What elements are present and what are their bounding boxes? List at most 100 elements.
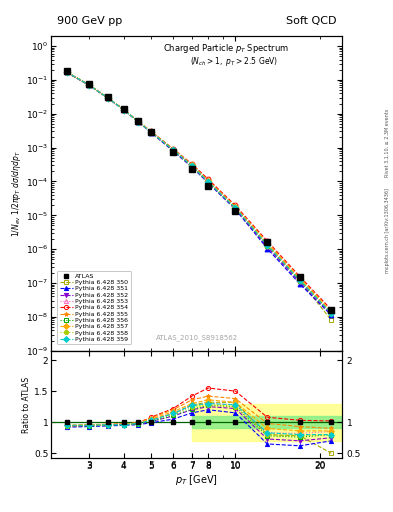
Pythia 6.428 353 [233, 205, 238, 211]
Pythia 6.428 354 [136, 118, 141, 124]
ATLAS [171, 149, 176, 155]
Pythia 6.428 353 [265, 242, 270, 248]
Pythia 6.428 351 [298, 281, 302, 287]
Pythia 6.428 359 [86, 82, 91, 88]
Pythia 6.428 356 [265, 243, 270, 249]
Pythia 6.428 350 [105, 95, 110, 101]
Legend: ATLAS, Pythia 6.428 350, Pythia 6.428 351, Pythia 6.428 352, Pythia 6.428 353, P: ATLAS, Pythia 6.428 350, Pythia 6.428 35… [57, 271, 131, 345]
Pythia 6.428 350 [86, 82, 91, 88]
Pythia 6.428 356 [136, 119, 141, 125]
Pythia 6.428 351 [64, 70, 69, 76]
Pythia 6.428 359 [136, 118, 141, 124]
Pythia 6.428 355 [121, 106, 126, 113]
Y-axis label: $1/N_{ev}\ 1/2\pi p_T\ d\sigma/d\eta dp_T$: $1/N_{ev}\ 1/2\pi p_T\ d\sigma/d\eta dp_… [10, 150, 23, 237]
Pythia 6.428 359 [265, 242, 270, 248]
Text: 3: 3 [86, 462, 92, 471]
Text: 20: 20 [314, 462, 325, 471]
Line: Pythia 6.428 357: Pythia 6.428 357 [64, 70, 334, 314]
Text: Rivet 3.1.10, ≥ 2.3M events: Rivet 3.1.10, ≥ 2.3M events [385, 109, 390, 178]
Pythia 6.428 358 [298, 278, 302, 284]
Pythia 6.428 353 [105, 95, 110, 101]
Pythia 6.428 358 [149, 129, 153, 135]
Pythia 6.428 351 [136, 119, 141, 125]
Pythia 6.428 358 [189, 163, 194, 169]
Pythia 6.428 355 [149, 129, 153, 135]
Pythia 6.428 355 [189, 162, 194, 168]
ATLAS [64, 68, 69, 74]
Pythia 6.428 353 [189, 163, 194, 169]
Pythia 6.428 354 [265, 238, 270, 244]
Pythia 6.428 353 [329, 309, 334, 315]
Pythia 6.428 354 [189, 161, 194, 167]
Pythia 6.428 353 [121, 106, 126, 113]
Pythia 6.428 350 [298, 278, 302, 284]
Pythia 6.428 359 [149, 129, 153, 135]
Text: 4: 4 [121, 462, 127, 471]
Pythia 6.428 354 [121, 106, 126, 113]
ATLAS [105, 94, 110, 100]
Pythia 6.428 352 [149, 129, 153, 135]
ATLAS [136, 118, 141, 124]
Pythia 6.428 358 [121, 107, 126, 113]
Text: 10: 10 [230, 462, 241, 471]
ATLAS [233, 208, 238, 215]
Pythia 6.428 354 [149, 128, 153, 134]
Text: Soft QCD: Soft QCD [286, 16, 336, 27]
Pythia 6.428 358 [233, 205, 238, 211]
Pythia 6.428 357 [298, 276, 302, 282]
Pythia 6.428 358 [64, 69, 69, 75]
Pythia 6.428 352 [86, 82, 91, 88]
Pythia 6.428 350 [121, 106, 126, 113]
Pythia 6.428 352 [206, 179, 211, 185]
Pythia 6.428 354 [105, 95, 110, 101]
ATLAS [149, 130, 153, 136]
ATLAS [86, 81, 91, 87]
Pythia 6.428 358 [206, 179, 211, 185]
X-axis label: $p_T\ [\mathrm{GeV}]$: $p_T\ [\mathrm{GeV}]$ [175, 473, 218, 487]
Pythia 6.428 355 [64, 69, 69, 75]
Pythia 6.428 352 [329, 311, 334, 317]
ATLAS [329, 307, 334, 313]
Pythia 6.428 357 [189, 162, 194, 168]
Pythia 6.428 350 [233, 204, 238, 210]
Pythia 6.428 355 [329, 308, 334, 314]
Text: 900 GeV pp: 900 GeV pp [57, 16, 122, 27]
ATLAS [265, 239, 270, 245]
Pythia 6.428 353 [136, 118, 141, 124]
Pythia 6.428 357 [171, 146, 176, 153]
Pythia 6.428 354 [206, 176, 211, 182]
Text: mcplots.cern.ch [arXiv:1306.3436]: mcplots.cern.ch [arXiv:1306.3436] [385, 188, 390, 273]
Pythia 6.428 352 [105, 95, 110, 101]
Pythia 6.428 359 [105, 95, 110, 101]
Pythia 6.428 356 [149, 129, 153, 135]
Pythia 6.428 356 [171, 147, 176, 154]
Pythia 6.428 355 [233, 204, 238, 210]
Pythia 6.428 354 [329, 307, 334, 313]
Pythia 6.428 357 [136, 118, 141, 124]
ATLAS [121, 106, 126, 113]
Pythia 6.428 357 [86, 81, 91, 88]
Pythia 6.428 359 [64, 69, 69, 75]
Pythia 6.428 359 [233, 205, 238, 211]
Pythia 6.428 357 [64, 69, 69, 75]
Pythia 6.428 353 [86, 82, 91, 88]
Pythia 6.428 350 [265, 243, 270, 249]
Pythia 6.428 353 [171, 147, 176, 153]
Text: $(N_{ch} > 1,\ p_T > 2.5\ \mathrm{GeV})$: $(N_{ch} > 1,\ p_T > 2.5\ \mathrm{GeV})$ [190, 55, 279, 68]
Pythia 6.428 354 [233, 202, 238, 208]
Line: Pythia 6.428 351: Pythia 6.428 351 [64, 70, 334, 317]
Pythia 6.428 352 [233, 205, 238, 211]
Line: Pythia 6.428 355: Pythia 6.428 355 [64, 70, 334, 314]
Pythia 6.428 352 [64, 69, 69, 75]
Pythia 6.428 358 [86, 82, 91, 88]
Pythia 6.428 359 [171, 147, 176, 153]
Pythia 6.428 350 [171, 147, 176, 153]
Pythia 6.428 357 [206, 178, 211, 184]
Line: Pythia 6.428 354: Pythia 6.428 354 [64, 70, 334, 312]
Pythia 6.428 358 [105, 95, 110, 101]
Text: 8: 8 [205, 462, 211, 471]
Pythia 6.428 353 [206, 179, 211, 185]
Pythia 6.428 355 [136, 118, 141, 124]
Pythia 6.428 357 [149, 129, 153, 135]
Pythia 6.428 358 [136, 118, 141, 124]
